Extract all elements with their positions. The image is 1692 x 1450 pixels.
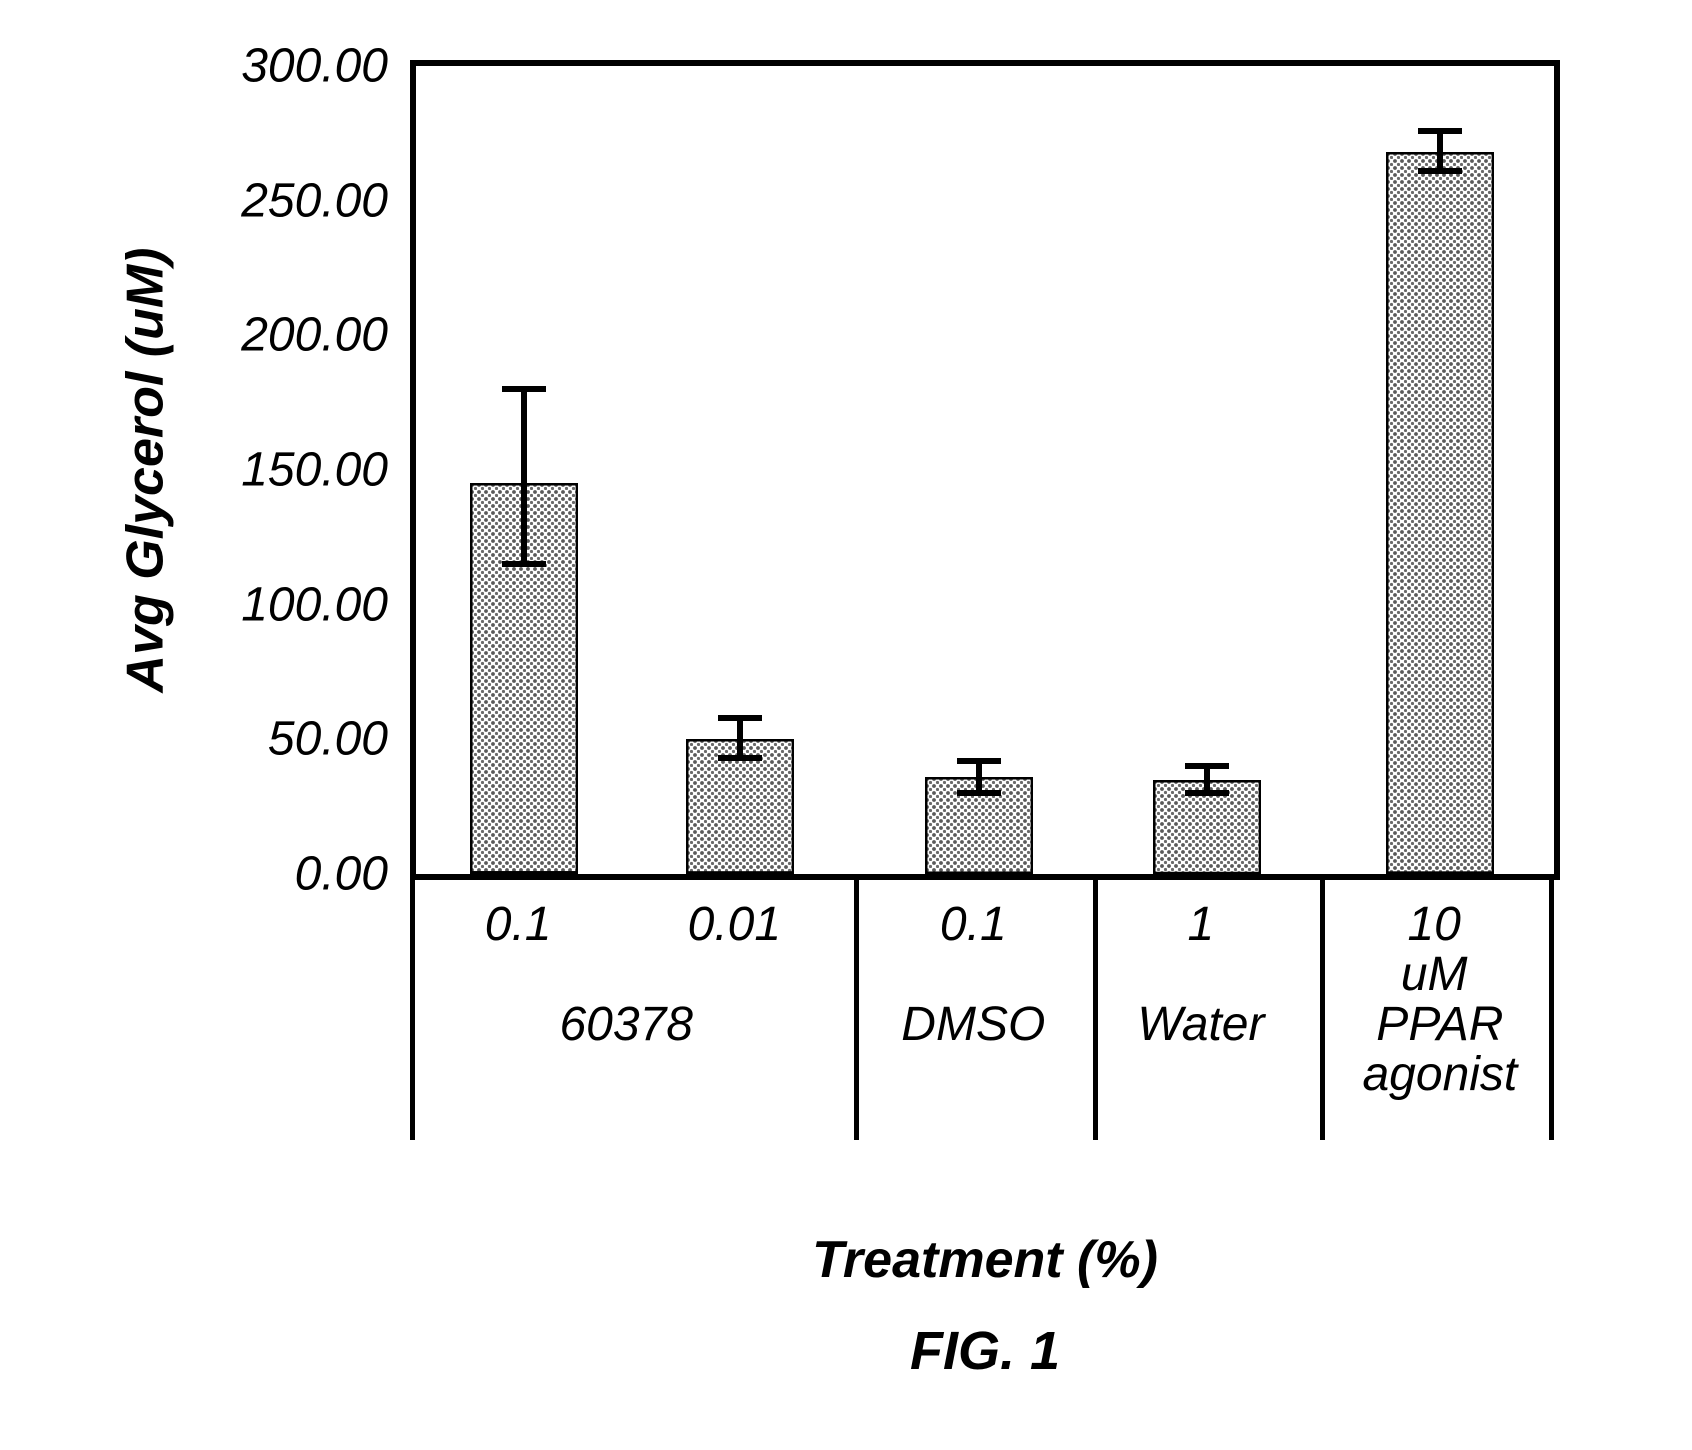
error-cap <box>718 755 762 761</box>
x-tick-label: 0.1 <box>940 900 1007 950</box>
error-cap <box>1185 763 1229 769</box>
error-cap <box>957 758 1001 764</box>
y-tick-label: 150.00 <box>241 443 388 498</box>
error-cap <box>1418 128 1462 134</box>
x-primary-labels-row: 0.10.010.1110 uM <box>410 890 1560 990</box>
x-group-label: 60378 <box>559 1000 692 1050</box>
x-group-label: DMSO <box>901 1000 1045 1050</box>
error-cap <box>502 386 546 392</box>
y-tick-label: 200.00 <box>241 308 388 363</box>
x-group-labels-row: 60378 DMSO Water PPARagonist <box>410 990 1560 1140</box>
y-tick-label: 0.00 <box>295 847 388 902</box>
group-separator <box>854 880 859 1140</box>
x-tick-label: 1 <box>1188 900 1215 950</box>
x-group-label: PPARagonist <box>1362 1000 1517 1101</box>
error-cap <box>1185 790 1229 796</box>
y-axis-label-text: Avg Glycerol (uM) <box>115 248 175 693</box>
figure: Avg Glycerol (uM) 0.00 50.00 100.00 150.00 2… <box>90 60 1590 1060</box>
error-cap <box>957 790 1001 796</box>
y-tick-label: 250.00 <box>241 173 388 228</box>
x-axis-label: Treatment (%) <box>410 1230 1560 1290</box>
group-separator <box>1320 880 1325 1140</box>
y-tick-label: 50.00 <box>268 712 388 767</box>
y-tick-column: 0.0050.00100.00150.00200.00250.00300.00 <box>200 60 400 880</box>
chart-area: Avg Glycerol (uM) 0.00 50.00 100.00 150.00 2… <box>90 60 1590 1060</box>
error-cap <box>1418 168 1462 174</box>
x-tick-label: 0.01 <box>688 900 781 950</box>
error-bar <box>1204 766 1210 793</box>
error-bar <box>976 761 982 793</box>
group-separator <box>410 880 415 1140</box>
figure-caption: FIG. 1 <box>410 1320 1560 1382</box>
plot-area <box>410 60 1560 880</box>
group-separator <box>1549 880 1554 1140</box>
bar <box>1386 152 1494 874</box>
y-axis-label: Avg Glycerol (uM) <box>90 60 200 880</box>
x-tick-label: 10 uM <box>1371 900 1497 1001</box>
error-bar <box>1437 131 1443 171</box>
y-tick-label: 100.00 <box>241 577 388 632</box>
y-tick-label: 300.00 <box>241 39 388 94</box>
x-group-label: Water <box>1137 1000 1264 1050</box>
error-bar <box>521 389 527 564</box>
group-separator <box>1093 880 1098 1140</box>
x-tick-label: 0.1 <box>485 900 552 950</box>
error-cap <box>718 715 762 721</box>
error-bar <box>737 718 743 758</box>
error-cap <box>502 561 546 567</box>
